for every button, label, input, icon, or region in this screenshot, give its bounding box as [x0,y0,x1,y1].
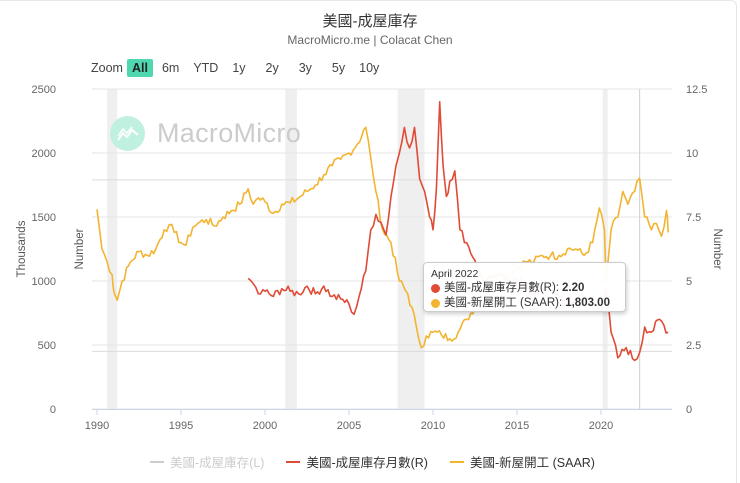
chart-title: 美國-成屋庫存 [322,13,418,30]
zoom-2y-button[interactable]: 2y [265,61,279,75]
right-axis-tick: 0 [686,404,692,416]
axes: 0 500 1000 1500 2000 2500 0 2.5 5 7.5 10 12.5 1990 19… [16,84,723,432]
series-dot-icon [431,284,440,293]
right-axis-tick: 7.5 [686,212,701,224]
tooltip-row: 美國-成屋庫存月數(R): 2.20 [431,281,618,296]
macromicro-logo-icon [110,116,145,151]
chart-legend: 美國-成屋庫存(L) 美國-成屋庫存月數(R) 美國-新屋開工 (SAAR) [150,452,617,471]
left-axis-tick: 1000 [32,276,56,288]
x-axis-tick: 1990 [85,420,109,432]
left-axis-title: Thousands [16,220,28,277]
series-dot-icon [431,299,440,308]
tooltip-label: 美國-成屋庫存月數(R): [444,282,559,294]
zoom-all-button[interactable]: All [126,59,153,77]
tooltip-label: 美國-新屋開工 (SAAR): [444,297,563,309]
legend-label: 美國-新屋開工 (SAAR) [469,456,595,470]
legend-label: 美國-成屋庫存月數(R) [306,456,428,470]
watermark: MacroMicro [110,116,301,151]
x-axis-tick: 2000 [253,420,277,432]
tooltip-date: April 2022 [431,268,479,280]
legend-line-icon [150,460,164,463]
right-axis-tick: 10 [686,148,698,160]
left-axis-tick: 1500 [32,212,56,224]
right-axis-tick: 5 [686,276,692,288]
zoom-5y-button[interactable]: 5y [331,61,346,75]
recession-band [107,89,118,409]
legend-item-housing-starts[interactable]: 美國-新屋開工 (SAAR) [449,452,595,471]
zoom-label: Zoom [91,61,123,75]
zoom-1y-button[interactable]: 1y [232,61,246,75]
tooltip-value: 2.20 [562,282,585,294]
legend-line-icon [286,460,301,463]
zoom-10y-button[interactable]: 10y [359,61,380,75]
legend-item-inventory[interactable]: 美國-成屋庫存(L) [150,452,264,471]
left-axis-tick: 0 [50,404,56,416]
legend-item-months-supply[interactable]: 美國-成屋庫存月數(R) [286,452,428,471]
series-line[interactable] [96,126,669,349]
legend-line-icon [449,460,464,463]
left-axis-tick: 2000 [32,148,56,160]
chart-subtitle: MacroMicro.me | Colacat Chen [287,33,453,47]
legend-label: 美國-成屋庫存(L) [170,456,265,470]
x-axis-tick: 2005 [337,420,361,432]
left-axis-tick: 2500 [32,84,56,96]
left-axis-tick: 500 [38,340,56,352]
recession-band [397,89,425,409]
zoom-3y-button[interactable]: 3y [298,61,312,75]
chart-tooltip: April 2022 美國-成屋庫存月數(R): 2.20 美國-新屋開工 (S… [423,262,626,312]
right-axis-tick: 2.5 [686,340,701,352]
zoom-range-selector: Zoom All 6m YTD 1y 2y 3y 5y 10y [91,59,388,77]
x-axis-tick: 1995 [169,420,193,432]
tooltip-row: 美國-新屋開工 (SAAR): 1,803.00 [431,296,618,311]
right-axis-title: Number [711,229,723,270]
inner-axis-title: Number [74,228,86,269]
recession-band [285,89,297,409]
x-axis-tick: 2010 [421,420,445,432]
x-axis-tick: 2020 [589,420,613,432]
zoom-ytd-button[interactable]: YTD [193,61,219,75]
tooltip-value: 1,803.00 [565,297,610,309]
x-axis-tick: 2015 [505,420,529,432]
zoom-6m-button[interactable]: 6m [161,61,180,75]
right-axis-tick: 12.5 [686,84,707,96]
watermark-text: MacroMicro [157,118,302,148]
